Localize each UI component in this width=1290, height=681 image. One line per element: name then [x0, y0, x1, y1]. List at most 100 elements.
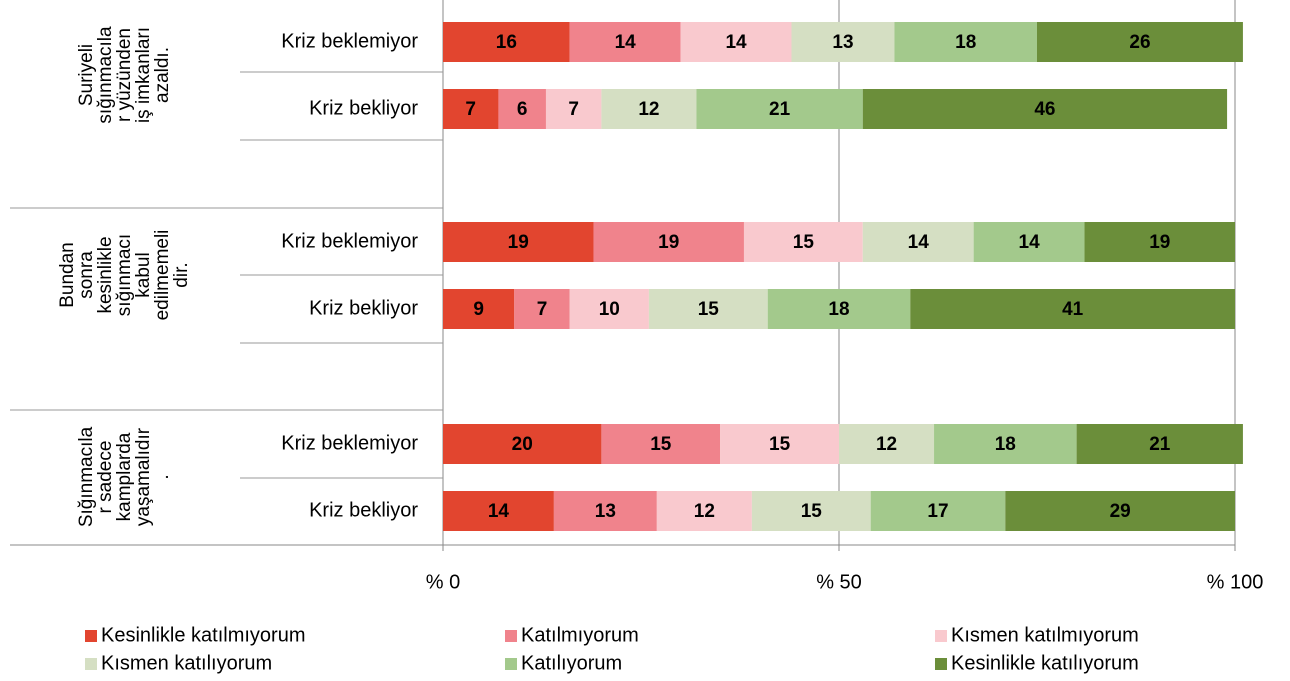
- data-label: 14: [725, 32, 747, 53]
- legend-swatch: [85, 658, 97, 670]
- bar-segment: [648, 289, 768, 329]
- bar-segment: [910, 289, 1235, 329]
- category-label: Kriz bekliyor: [309, 499, 418, 521]
- x-tick-label: % 50: [816, 571, 862, 593]
- bar-segment: [1076, 424, 1243, 464]
- bar-segment: [696, 89, 863, 129]
- data-label: 14: [1019, 232, 1041, 253]
- bar-segment: [839, 424, 935, 464]
- data-label: 20: [512, 434, 533, 455]
- legend-label: Kesinlikle katılıyorum: [951, 652, 1139, 674]
- bar-segment: [569, 22, 681, 62]
- data-label: 21: [1149, 434, 1171, 455]
- group-label-line: kamplarda: [114, 432, 135, 521]
- bar-segment: [1084, 222, 1235, 262]
- legend-swatch: [85, 630, 97, 642]
- data-label: 7: [465, 99, 476, 120]
- bar-segment: [767, 289, 911, 329]
- legend-label: Katılmıyorum: [521, 624, 639, 646]
- group-label-line: edilmemeli: [152, 230, 173, 321]
- legend-label: Katılıyorum: [521, 652, 622, 674]
- legend-label: Kesinlikle katılmıyorum: [101, 624, 306, 646]
- data-label: 19: [658, 232, 679, 253]
- group-label-line: r sadece: [95, 441, 116, 514]
- data-label: 26: [1129, 32, 1150, 53]
- data-label: 12: [638, 99, 659, 120]
- bar-segment: [443, 289, 515, 329]
- group-label-line: dir.: [171, 262, 192, 287]
- legend-label: Kısmen katılmıyorum: [951, 624, 1139, 646]
- group-label-line: iş imkanları: [133, 27, 154, 123]
- bar-segment: [894, 22, 1037, 62]
- legend-swatch: [935, 630, 947, 642]
- group-label-line: .: [152, 474, 173, 479]
- data-label: 15: [801, 501, 823, 522]
- data-label: 18: [955, 32, 976, 53]
- legend-label: Kısmen katılıyorum: [101, 652, 272, 674]
- data-label: 15: [793, 232, 815, 253]
- bar-segment: [443, 89, 499, 129]
- category-label: Kriz beklemiyor: [281, 30, 418, 52]
- data-label: 19: [1149, 232, 1170, 253]
- group-label: Bundansonrakesinliklesığınmacıkabuledilm…: [57, 230, 192, 321]
- group-label-line: azaldı.: [152, 47, 173, 103]
- data-label: 12: [876, 434, 897, 455]
- data-label: 16: [496, 32, 517, 53]
- bar-segment: [443, 222, 594, 262]
- data-label: 15: [698, 299, 720, 320]
- bar-segment: [601, 424, 721, 464]
- bar-segment: [498, 89, 546, 129]
- data-label: 41: [1062, 299, 1084, 320]
- group-label-line: kabul: [133, 252, 154, 297]
- bar-segment: [870, 491, 1006, 531]
- bar-segment: [743, 222, 863, 262]
- bar-segment: [514, 289, 570, 329]
- data-label: 6: [517, 99, 528, 120]
- bar-segment: [751, 491, 871, 531]
- data-label: 18: [828, 299, 849, 320]
- bar-segment: [593, 222, 744, 262]
- group-label-line: Sığınmacıla: [76, 426, 97, 527]
- data-label: 21: [769, 99, 791, 120]
- group-label-line: sığınmacı: [114, 234, 135, 316]
- data-label: 13: [832, 32, 853, 53]
- category-label: Kriz beklemiyor: [281, 432, 418, 454]
- bar-segment: [443, 491, 554, 531]
- data-label: 46: [1034, 99, 1055, 120]
- group-label-line: sığınmacıla: [95, 26, 116, 124]
- legend-swatch: [505, 658, 517, 670]
- data-label: 14: [488, 501, 510, 522]
- group-label-line: kesinlikle: [95, 236, 116, 313]
- bar-segment: [553, 491, 657, 531]
- bar-segment: [680, 22, 792, 62]
- data-label: 7: [568, 99, 579, 120]
- x-tick-label: % 100: [1207, 571, 1264, 593]
- bar-segment: [862, 222, 974, 262]
- data-label: 14: [908, 232, 930, 253]
- bar-segment: [1005, 491, 1235, 531]
- bar-segment: [973, 222, 1085, 262]
- legend-swatch: [505, 630, 517, 642]
- data-label: 10: [599, 299, 620, 320]
- category-label: Kriz bekliyor: [309, 97, 418, 119]
- bar-segment: [862, 89, 1228, 129]
- legend-swatch: [935, 658, 947, 670]
- group-label-line: Bundan: [57, 242, 78, 308]
- bar-segment: [720, 424, 839, 464]
- data-label: 29: [1110, 501, 1131, 522]
- category-label: Kriz beklemiyor: [281, 230, 418, 252]
- bar-segment: [443, 424, 602, 464]
- data-label: 7: [537, 299, 548, 320]
- category-label: Kriz bekliyor: [309, 297, 418, 319]
- data-label: 19: [508, 232, 529, 253]
- bar-segment: [545, 89, 602, 129]
- bar-segment: [934, 424, 1077, 464]
- data-label: 17: [927, 501, 948, 522]
- group-label-line: r yüzünden: [114, 28, 135, 122]
- bar-segment: [569, 289, 649, 329]
- data-label: 13: [595, 501, 616, 522]
- x-tick-label: % 0: [426, 571, 460, 593]
- data-label: 15: [650, 434, 672, 455]
